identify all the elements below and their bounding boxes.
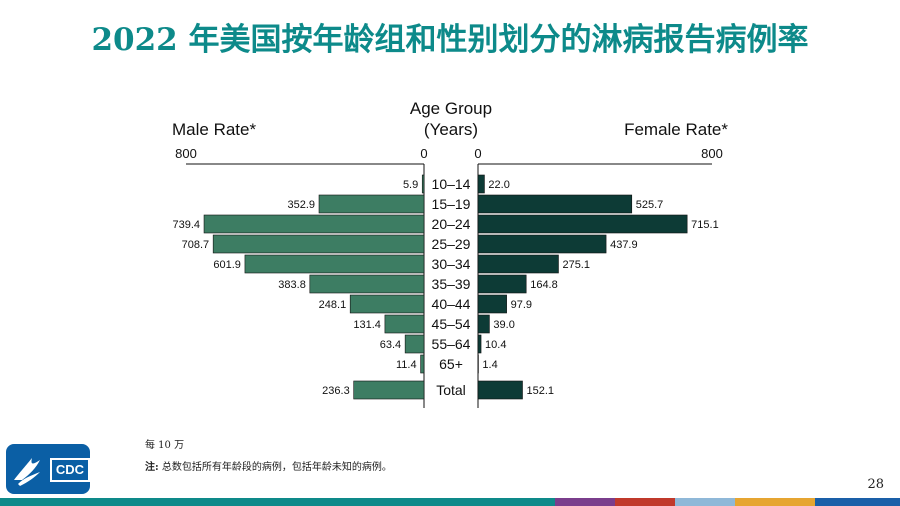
male-bar	[203, 214, 425, 234]
slide-title: 2022 年美国按年龄组和性别划分的淋病报告病例率	[91, 22, 809, 58]
female-data-label: 97.9	[511, 299, 532, 311]
female-bar	[477, 214, 688, 234]
female-data-label: 525.7	[636, 199, 664, 211]
male-data-label: 63.4	[380, 339, 401, 351]
female-bar	[477, 174, 485, 194]
female-data-label: 152.1	[526, 385, 554, 397]
male-data-label: 248.1	[319, 299, 347, 311]
male-data-label: 11.4	[396, 359, 417, 371]
male-bar	[420, 354, 425, 374]
age-category-label: 30–34	[432, 256, 471, 272]
bottom-bar-segment	[815, 498, 900, 506]
male-data-label: 236.3	[322, 385, 350, 397]
age-category-label: 35–39	[432, 276, 471, 292]
cdc-logo-text: CDC	[50, 458, 90, 482]
center-label-line1: Age Group	[410, 99, 492, 118]
male-axis-label: Male Rate*	[172, 120, 256, 139]
female-data-label: 715.1	[691, 219, 719, 231]
male-data-label: 352.9	[287, 199, 315, 211]
female-bar	[477, 234, 607, 254]
per-100k-label: 每 10 万	[145, 440, 185, 451]
male-total-bar	[353, 380, 425, 400]
female-data-label: 39.0	[493, 319, 514, 331]
total-category-label: Total	[436, 382, 466, 398]
female-tick-label: 0	[474, 146, 481, 161]
footnote: 注: 总数包括所有年龄段的病例，包括年龄未知的病例。	[145, 458, 392, 473]
age-category-label: 55–64	[432, 336, 471, 352]
male-bar	[212, 234, 425, 254]
male-bar	[318, 194, 425, 214]
male-bar	[384, 314, 425, 334]
female-bar	[477, 314, 490, 334]
male-bar	[404, 334, 425, 354]
male-tick-label: 0	[420, 146, 427, 161]
center-label-line2: (Years)	[424, 120, 478, 139]
age-category-label: 40–44	[432, 296, 471, 312]
female-data-label: 275.1	[562, 259, 590, 271]
female-data-label: 1.4	[482, 359, 497, 371]
age-category-label: 20–24	[432, 216, 471, 232]
female-bar	[477, 194, 633, 214]
bottom-color-bar	[0, 498, 900, 506]
male-data-label: 131.4	[353, 319, 381, 331]
male-bar	[421, 174, 425, 194]
male-data-label: 383.8	[278, 279, 306, 291]
female-bar	[477, 294, 507, 314]
female-tick-label: 800	[701, 146, 723, 161]
bottom-bar-segment	[735, 498, 815, 506]
female-data-label: 437.9	[610, 239, 638, 251]
footnote-prefix: 注:	[145, 462, 159, 473]
bottom-bar-segment	[555, 498, 615, 506]
footnote-text: 总数包括所有年龄段的病例，包括年龄未知的病例。	[161, 462, 392, 473]
male-bar	[309, 274, 425, 294]
female-bar	[477, 334, 482, 354]
female-axis-label: Female Rate*	[624, 120, 728, 139]
age-category-label: 25–29	[432, 236, 471, 252]
page-number: 28	[867, 477, 884, 492]
age-category-label: 45–54	[432, 316, 471, 332]
age-category-label: 65+	[439, 356, 463, 372]
bottom-bar-segment	[615, 498, 675, 506]
male-tick-label: 800	[175, 146, 197, 161]
male-data-label: 5.9	[403, 179, 418, 191]
bottom-bar-segment	[675, 498, 735, 506]
female-data-label: 164.8	[530, 279, 558, 291]
female-bar	[477, 254, 559, 274]
male-data-label: 601.9	[213, 259, 241, 271]
female-total-bar	[477, 380, 523, 400]
male-data-label: 739.4	[172, 219, 200, 231]
female-bar	[477, 274, 527, 294]
population-pyramid-chart: Age Group (Years) Male Rate* Female Rate* 80…	[172, 99, 728, 408]
age-category-label: 15–19	[432, 196, 471, 212]
hhs-eagle-icon	[14, 458, 40, 486]
bottom-bar-segment	[0, 498, 555, 506]
male-bar	[244, 254, 425, 274]
male-data-label: 708.7	[182, 239, 210, 251]
cdc-logo: CDC	[6, 444, 90, 494]
age-category-label: 10–14	[432, 176, 471, 192]
female-data-label: 22.0	[488, 179, 509, 191]
female-data-label: 10.4	[485, 339, 506, 351]
male-bar	[349, 294, 425, 314]
